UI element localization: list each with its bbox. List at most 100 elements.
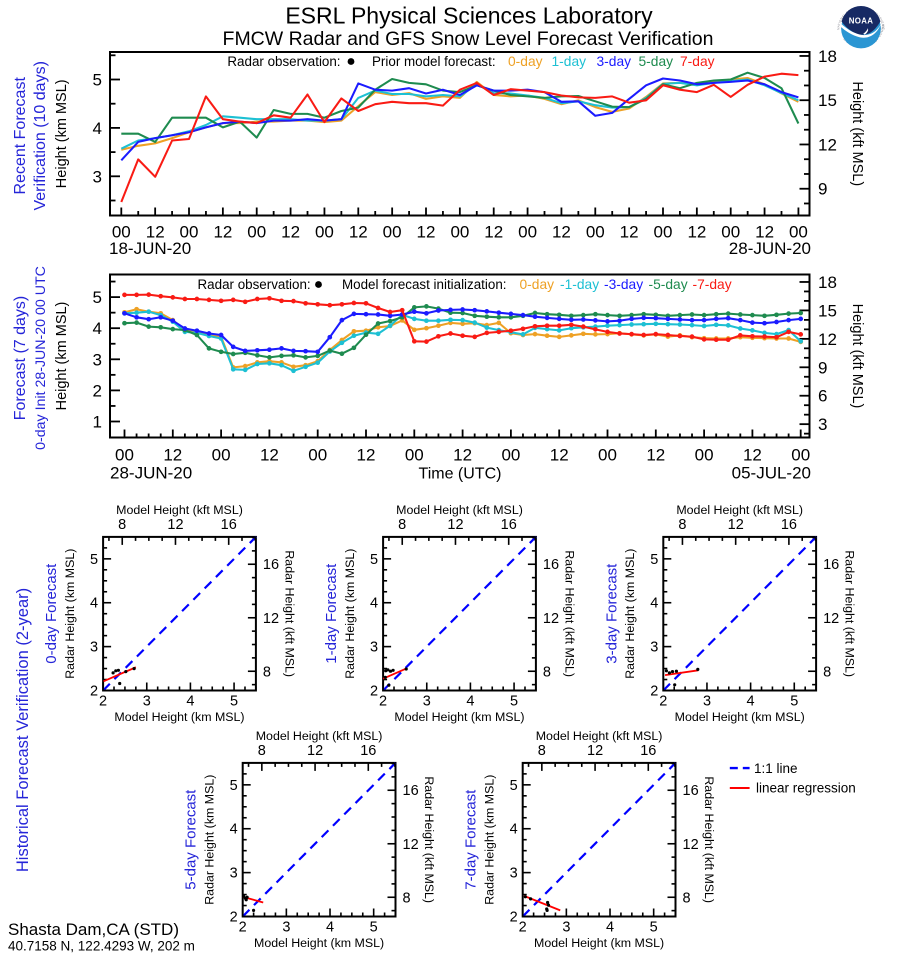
svg-text:Model Height (km MSL): Model Height (km MSL) [114, 710, 244, 724]
svg-text:00: 00 [112, 223, 131, 242]
svg-text:3: 3 [818, 415, 827, 434]
svg-text:00: 00 [721, 223, 740, 242]
svg-text:5: 5 [370, 552, 378, 568]
svg-text:4: 4 [230, 822, 238, 838]
svg-text:4: 4 [93, 319, 102, 338]
svg-text:FMCW Radar and GFS Snow Level: FMCW Radar and GFS Snow Level Forecast V… [223, 28, 714, 50]
svg-text:5: 5 [370, 920, 378, 936]
svg-text:12: 12 [818, 136, 837, 155]
svg-text:00: 00 [789, 223, 808, 242]
svg-text:00: 00 [247, 223, 266, 242]
svg-text:8: 8 [398, 517, 406, 533]
svg-text:18-JUN-20: 18-JUN-20 [109, 239, 191, 258]
svg-text:3: 3 [282, 920, 290, 936]
svg-text:00: 00 [405, 446, 424, 465]
svg-text:00: 00 [654, 223, 673, 242]
svg-text:12: 12 [447, 517, 463, 533]
svg-text:1-day Forecast: 1-day Forecast [323, 563, 340, 664]
svg-text:3: 3 [510, 866, 518, 882]
svg-text:12: 12 [552, 223, 571, 242]
svg-text:-3-day: -3-day [604, 277, 643, 292]
svg-text:4: 4 [747, 694, 755, 710]
svg-text:1-day: 1-day [552, 54, 587, 69]
svg-text:Radar Height (kft MSL): Radar Height (kft MSL) [422, 776, 436, 903]
svg-text:Model Height (km MSL): Model Height (km MSL) [534, 936, 664, 950]
svg-text:12: 12 [550, 446, 569, 465]
svg-text:12: 12 [484, 223, 503, 242]
svg-text:2: 2 [99, 694, 107, 710]
svg-text:8: 8 [543, 664, 551, 680]
svg-text:5: 5 [650, 920, 658, 936]
svg-text:9: 9 [818, 180, 827, 199]
svg-text:2: 2 [239, 920, 247, 936]
svg-text:12: 12 [146, 223, 165, 242]
svg-text:12: 12 [417, 223, 436, 242]
svg-text:Radar observation:: Radar observation: [227, 54, 340, 69]
svg-text:Model Height (km MSL): Model Height (km MSL) [675, 710, 805, 724]
svg-text:8: 8 [823, 664, 831, 680]
svg-text:1:1 line: 1:1 line [754, 761, 798, 776]
svg-text:3: 3 [423, 694, 431, 710]
svg-text:00: 00 [695, 446, 714, 465]
svg-text:00: 00 [383, 223, 402, 242]
svg-text:28-JUN-20: 28-JUN-20 [729, 239, 811, 258]
svg-text:12: 12 [263, 611, 279, 627]
svg-text:NOAA: NOAA [849, 17, 873, 26]
svg-text:Radar Height (km MSL): Radar Height (km MSL) [202, 775, 216, 905]
svg-text:2: 2 [650, 684, 658, 700]
svg-text:16: 16 [501, 517, 517, 533]
svg-text:12: 12 [587, 743, 603, 759]
svg-text:5: 5 [510, 778, 518, 794]
svg-text:Radar Height (kft MSL): Radar Height (kft MSL) [282, 550, 296, 677]
svg-text:5: 5 [230, 778, 238, 794]
svg-text:9: 9 [818, 358, 827, 377]
svg-text:12: 12 [755, 223, 774, 242]
svg-text:-7-day: -7-day [693, 277, 732, 292]
svg-text:3: 3 [93, 167, 102, 186]
svg-text:40.7158 N, 122.4293 W, 202 m: 40.7158 N, 122.4293 W, 202 m [8, 939, 195, 954]
svg-text:4: 4 [510, 822, 518, 838]
svg-text:12: 12 [683, 837, 699, 853]
svg-text:16: 16 [263, 557, 279, 573]
svg-text:4: 4 [93, 119, 102, 138]
svg-text:12: 12 [687, 223, 706, 242]
svg-text:3-day: 3-day [597, 54, 632, 69]
svg-text:6: 6 [818, 387, 827, 406]
svg-text:16: 16 [543, 557, 559, 573]
svg-text:00: 00 [308, 446, 327, 465]
svg-text:00: 00 [315, 223, 334, 242]
svg-text:5-day: 5-day [639, 54, 674, 69]
svg-text:12: 12 [818, 330, 837, 349]
svg-text:5: 5 [90, 552, 98, 568]
svg-text:8: 8 [118, 517, 126, 533]
svg-text:3: 3 [562, 920, 570, 936]
svg-text:Model Height (kft MSL): Model Height (kft MSL) [396, 503, 523, 517]
svg-text:8: 8 [263, 664, 271, 680]
svg-text:3: 3 [90, 640, 98, 656]
svg-text:00: 00 [180, 223, 199, 242]
svg-text:linear regression: linear regression [756, 781, 856, 796]
svg-text:Height (kft MSL): Height (kft MSL) [849, 304, 865, 409]
svg-text:12: 12 [543, 611, 559, 627]
svg-text:00: 00 [212, 446, 231, 465]
svg-text:8: 8 [403, 890, 411, 906]
svg-text:05-JUL-20: 05-JUL-20 [732, 464, 811, 483]
svg-text:16: 16 [823, 557, 839, 573]
svg-text:00: 00 [598, 446, 617, 465]
svg-text:Height (kft MSL): Height (kft MSL) [849, 81, 865, 186]
svg-text:15: 15 [818, 301, 837, 320]
svg-text:4: 4 [466, 694, 474, 710]
svg-text:Forecast (7 days): Forecast (7 days) [12, 296, 29, 420]
svg-text:Model forecast initialization:: Model forecast initialization: [342, 277, 507, 292]
svg-text:1: 1 [93, 413, 102, 432]
svg-text:8: 8 [538, 743, 546, 759]
svg-text:Model Height (km MSL): Model Height (km MSL) [254, 936, 384, 950]
svg-text:12: 12 [646, 446, 665, 465]
svg-text:0-day: 0-day [508, 54, 543, 69]
svg-text:4: 4 [370, 596, 378, 612]
svg-text:3: 3 [370, 640, 378, 656]
svg-text:4: 4 [186, 694, 194, 710]
svg-text:00: 00 [586, 223, 605, 242]
svg-text:2: 2 [230, 910, 238, 926]
svg-text:3: 3 [650, 640, 658, 656]
